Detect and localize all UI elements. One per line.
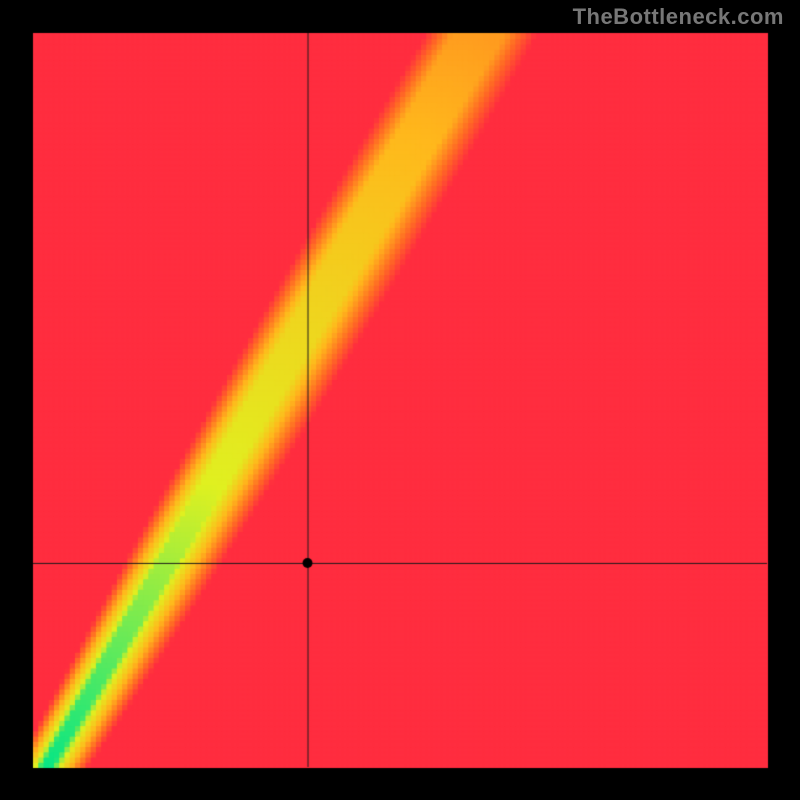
bottleneck-heatmap	[0, 0, 800, 800]
chart-stage: TheBottleneck.com	[0, 0, 800, 800]
watermark-text: TheBottleneck.com	[573, 4, 784, 30]
